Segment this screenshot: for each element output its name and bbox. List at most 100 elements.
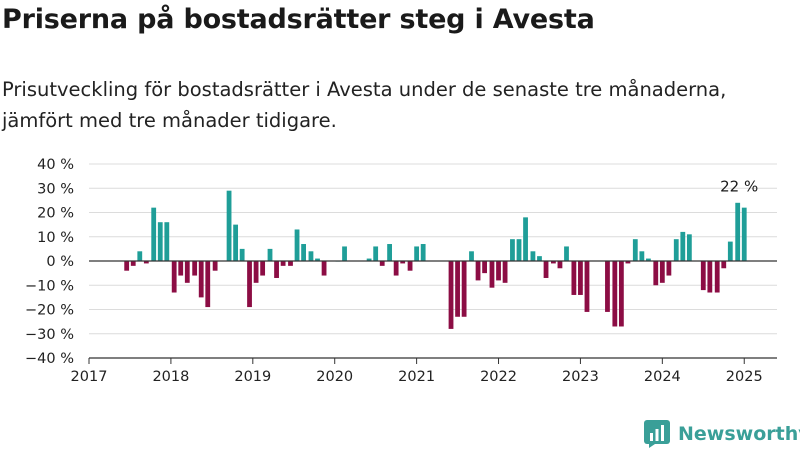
bar (578, 261, 583, 295)
y-axis-labels: 40 % 30 % 20 % 10 % 0 % −10 % −20 % −30 % −40 % (25, 157, 74, 367)
bar (178, 261, 184, 276)
bar (288, 261, 293, 266)
bar (564, 246, 569, 261)
bar (205, 261, 211, 308)
y-tick-label: −20 % (25, 303, 74, 319)
bar (400, 261, 406, 264)
bar (143, 261, 149, 264)
bar (482, 261, 487, 274)
bar (571, 261, 577, 295)
bar (455, 261, 460, 317)
bar (366, 258, 372, 261)
bar (489, 261, 495, 288)
bar (239, 248, 245, 262)
bar (639, 251, 645, 261)
bar (605, 261, 610, 312)
bar (414, 246, 420, 261)
x-tick-label: 2025 (726, 369, 763, 385)
bar (387, 244, 392, 261)
bar (469, 251, 474, 261)
bar (198, 261, 204, 298)
bar (659, 261, 665, 283)
bar (714, 261, 720, 293)
bar (315, 258, 320, 261)
y-tick-label: 20 % (37, 206, 74, 222)
bar (700, 261, 706, 291)
y-tick-label: −40 % (25, 351, 74, 367)
bar (294, 229, 300, 261)
bar (551, 261, 556, 264)
bar (496, 261, 501, 281)
y-tick-label: 40 % (37, 157, 74, 173)
brand-name: Newsworthy (678, 423, 800, 445)
bar (475, 261, 481, 281)
bars (124, 190, 747, 329)
bar (673, 239, 679, 261)
bar (735, 202, 741, 261)
bar (373, 246, 379, 261)
bar (516, 239, 522, 261)
gridlines (89, 163, 777, 335)
bar (393, 261, 399, 276)
bar (407, 261, 413, 271)
bar (420, 244, 426, 261)
bar (584, 261, 590, 312)
bar (280, 261, 286, 266)
bar (653, 261, 659, 286)
bar (321, 261, 327, 276)
bar (530, 251, 536, 261)
x-tick-label: 2022 (480, 369, 517, 385)
bar (666, 261, 672, 276)
bar (448, 261, 454, 329)
bar (124, 261, 130, 271)
bar (741, 207, 747, 261)
bar (301, 244, 306, 261)
x-tick-label: 2024 (644, 369, 681, 385)
bar (137, 251, 143, 261)
bar (267, 248, 273, 262)
bar (274, 261, 279, 278)
bar (707, 261, 713, 293)
bar (618, 261, 624, 327)
bar (523, 217, 528, 261)
bar (461, 261, 467, 317)
bar (646, 258, 651, 261)
chart-title: Priserna på bostadsrätter steg i Avesta (2, 4, 595, 35)
x-axis-labels: 2017 2018 2019 2020 2021 2022 2023 2024 2025 (71, 369, 763, 385)
chart-subtitle: Prisutveckling för bostadsrätter i Avest… (2, 78, 727, 132)
bar (379, 261, 385, 266)
bar (184, 261, 190, 283)
x-tick-label: 2018 (152, 369, 189, 385)
bar (625, 261, 631, 264)
x-tick-label: 2017 (71, 369, 108, 385)
bar (543, 261, 549, 278)
bar (308, 251, 314, 261)
bar (721, 261, 727, 269)
x-tick-label: 2021 (398, 369, 435, 385)
bar (686, 234, 692, 261)
bar (342, 246, 347, 261)
bar (164, 222, 170, 261)
bar (171, 261, 177, 293)
x-tick-label: 2020 (316, 369, 353, 385)
bar (632, 239, 638, 261)
bar (260, 261, 266, 276)
chart-logo-icon (644, 420, 670, 448)
bar (510, 239, 515, 261)
axes (88, 260, 777, 364)
y-tick-label: 10 % (37, 230, 74, 246)
bar (192, 261, 198, 276)
y-tick-label: −10 % (25, 278, 74, 294)
y-tick-label: 30 % (37, 181, 74, 197)
newsworthy-logo: Newsworthy (644, 419, 800, 449)
bar (502, 261, 508, 283)
bar (557, 261, 563, 269)
bar (727, 241, 733, 261)
bar (537, 256, 542, 261)
bar (253, 261, 259, 283)
bar (680, 231, 686, 261)
bar (151, 207, 157, 261)
y-tick-label: 0 % (46, 254, 74, 270)
bar (212, 261, 218, 271)
